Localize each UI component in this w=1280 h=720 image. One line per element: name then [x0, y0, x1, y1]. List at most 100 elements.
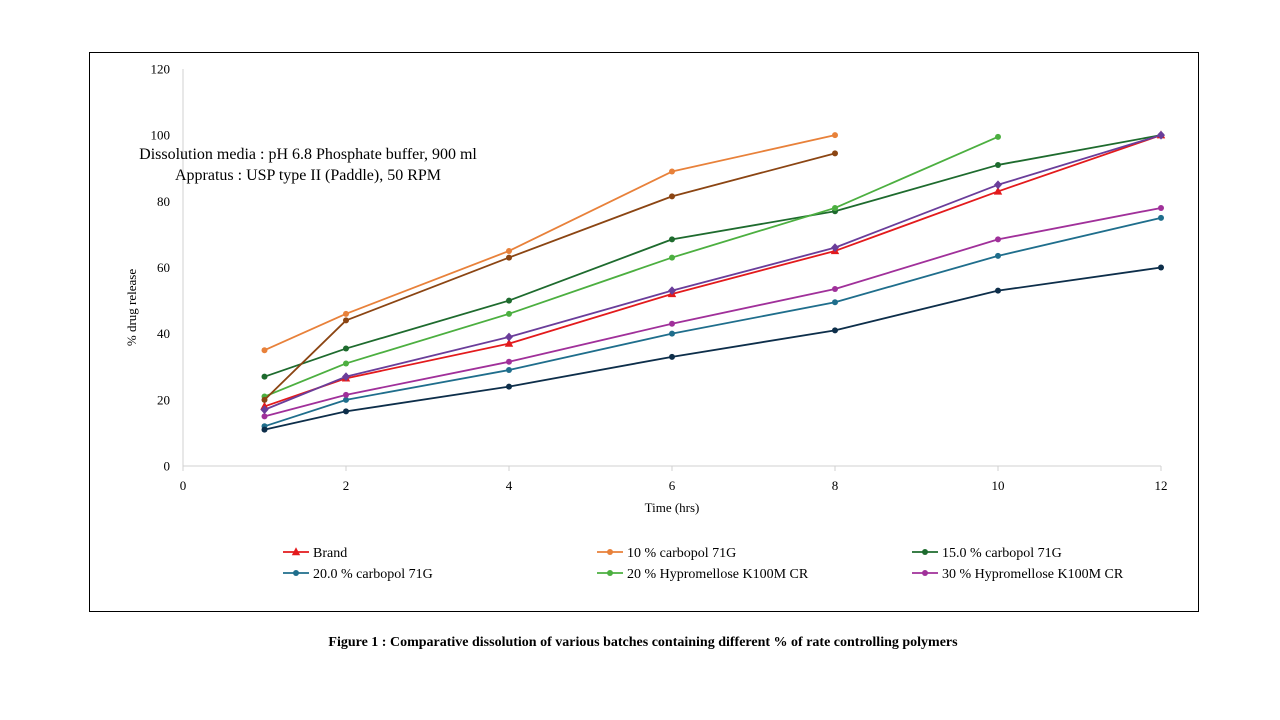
data-point [669, 330, 675, 337]
chart-frame: 0 20 40 60 80 100 120 0 2 4 6 8 10 12 Time (hrs) % drug… [89, 52, 1199, 612]
data-point [669, 320, 675, 327]
data-point [995, 133, 1001, 140]
line-chart: 0 20 40 60 80 100 120 0 2 4 6 8 10 12 Time (hrs) % drug… [124, 62, 1168, 583]
data-point [343, 408, 349, 415]
legend-label: Brand [313, 546, 347, 561]
data-point [506, 383, 512, 390]
data-point [1158, 264, 1164, 271]
legend-item: Brand [283, 546, 347, 561]
series-line [264, 207, 1162, 418]
y-tick-label: 0 [164, 459, 171, 474]
legend-swatch-marker [291, 547, 301, 556]
data-point [261, 413, 268, 420]
legend-label: 15.0 % carbopol 71G [942, 546, 1062, 561]
data-point [995, 236, 1001, 243]
data-point [1158, 214, 1164, 221]
data-point [343, 310, 349, 317]
series-6 [261, 204, 1164, 420]
data-point [669, 353, 675, 360]
data-point [505, 332, 513, 342]
legend-label: 20.0 % carbopol 71G [313, 567, 433, 582]
data-point [832, 299, 838, 306]
data-point [995, 252, 1001, 259]
x-tick-label: 4 [506, 478, 513, 493]
data-point [261, 396, 268, 403]
data-point [506, 254, 512, 261]
legend-label: 10 % carbopol 71G [627, 546, 736, 561]
x-axis-title: Time (hrs) [645, 500, 700, 515]
data-point [343, 396, 349, 403]
data-point [832, 150, 838, 157]
data-point [343, 317, 349, 324]
legend-item: 15.0 % carbopol 71G [912, 546, 1062, 561]
series-4 [261, 214, 1164, 430]
data-point [260, 405, 269, 415]
y-tick-label: 20 [157, 392, 170, 407]
data-point [668, 286, 676, 296]
x-tick-label: 6 [669, 478, 676, 493]
series-9 [261, 264, 1164, 433]
data-point [261, 426, 268, 433]
data-point [995, 287, 1001, 294]
data-point [832, 204, 838, 211]
data-point [343, 360, 349, 367]
series-lines [260, 130, 1166, 433]
series-line [264, 266, 1162, 431]
data-point [993, 186, 1003, 195]
series-2 [261, 132, 838, 354]
legend-swatch-marker [922, 549, 928, 555]
data-point [506, 310, 512, 317]
x-tick-label: 10 [992, 478, 1005, 493]
data-point [343, 391, 349, 398]
data-point [342, 372, 350, 382]
data-point [995, 161, 1001, 168]
data-point [1158, 204, 1164, 211]
data-point [504, 338, 514, 347]
data-point [832, 132, 838, 139]
data-point [669, 168, 675, 175]
y-tick-label: 120 [151, 62, 171, 77]
data-point [343, 345, 349, 352]
axes: 0 20 40 60 80 100 120 0 2 4 6 8 10 12 Time (hrs) % drug… [124, 62, 1168, 516]
data-point [669, 236, 675, 243]
data-point [832, 286, 838, 293]
y-tick-label: 40 [157, 326, 170, 341]
x-tick-label: 8 [832, 478, 839, 493]
x-tick-label: 12 [1155, 478, 1168, 493]
annotation-line-1: Dissolution media : pH 6.8 Phosphate buf… [139, 146, 477, 163]
legend-swatch-marker [607, 549, 613, 555]
data-point [506, 367, 512, 374]
legend-item: 20 % Hypromellose K100M CR [597, 567, 809, 582]
y-tick-label: 80 [157, 194, 170, 209]
series-line [264, 216, 1162, 428]
legend-label: 30 % Hypromellose K100M CR [942, 567, 1124, 582]
legend-item: 20.0 % carbopol 71G [283, 567, 433, 582]
y-axis-title: % drug release [124, 269, 139, 346]
legend-swatch-marker [922, 570, 928, 576]
legend-item: 30 % Hypromellose K100M CR [912, 567, 1124, 582]
data-point [1157, 130, 1165, 140]
y-tick-label: 60 [157, 260, 170, 275]
data-point [506, 297, 512, 304]
x-tick-label: 0 [180, 478, 187, 493]
data-point [994, 180, 1002, 190]
data-point [506, 247, 512, 254]
series-8 [260, 130, 1165, 415]
legend-item: 10 % carbopol 71G [597, 546, 736, 561]
y-tick-label: 100 [151, 128, 171, 143]
legend-swatch-marker [293, 570, 299, 576]
data-point [261, 373, 268, 380]
annotation: Dissolution media : pH 6.8 Phosphate buf… [139, 146, 477, 184]
x-tick-label: 2 [343, 478, 350, 493]
series-line [264, 135, 999, 398]
data-point [832, 327, 838, 334]
figure-caption: Figure 1 : Comparative dissolution of va… [328, 635, 958, 650]
data-point [506, 358, 512, 365]
series-7 [261, 150, 838, 403]
legend-swatch-marker [607, 570, 613, 576]
annotation-line-2: Appratus : USP type II (Paddle), 50 RPM [175, 167, 441, 184]
data-point [831, 243, 839, 253]
legend-label: 20 % Hypromellose K100M CR [627, 567, 809, 582]
legend: Brand 10 % carbopol 71G 15.0 % carbopol 71… [283, 546, 1124, 582]
data-point [669, 254, 675, 261]
